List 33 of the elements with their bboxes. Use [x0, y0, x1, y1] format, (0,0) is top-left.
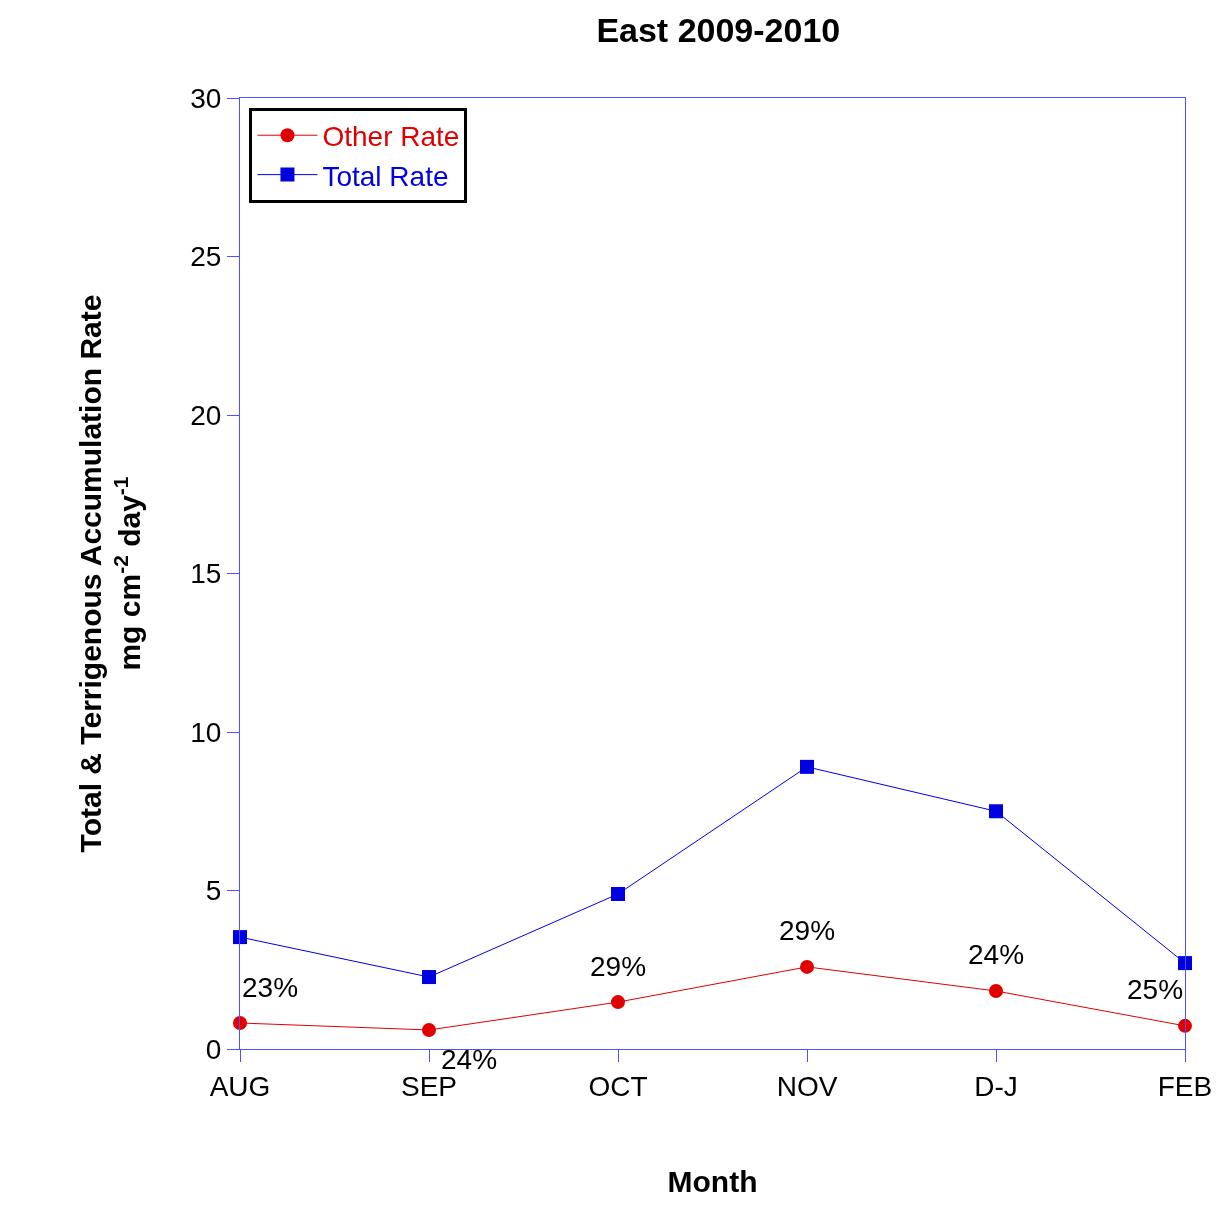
- x-tick-label: OCT: [588, 1070, 648, 1102]
- annotation: 29%: [779, 915, 836, 946]
- y-tick-label: 25: [190, 241, 222, 273]
- point: [1178, 956, 1192, 971]
- x-tick-label: AUG: [209, 1070, 271, 1102]
- point: [233, 930, 247, 945]
- point: [233, 1016, 247, 1030]
- point: [800, 759, 814, 774]
- point: [1178, 1018, 1192, 1033]
- annotation: 25%: [1127, 974, 1184, 1005]
- y-tick-label: 15: [190, 558, 222, 590]
- point: [611, 995, 625, 1010]
- annotation: 23%: [242, 972, 299, 1003]
- point: [989, 983, 1003, 998]
- legend-label: Other Rate: [322, 121, 460, 153]
- y-tick-label: 10: [190, 716, 222, 748]
- point: [422, 1022, 436, 1037]
- chart-title: East 2009-2010: [596, 11, 841, 50]
- annotation: 29%: [590, 951, 647, 982]
- annotation: 24%: [968, 939, 1025, 970]
- y-tick-label: 20: [190, 399, 222, 431]
- point: [422, 970, 436, 985]
- y-tick-label: 30: [190, 82, 222, 114]
- y-tick-label: 0: [205, 1033, 222, 1065]
- point: [611, 886, 625, 901]
- x-tick-label: D-J: [974, 1070, 1018, 1102]
- point: [989, 804, 1003, 819]
- point: [800, 959, 814, 974]
- x-tick-label: NOV: [776, 1070, 838, 1102]
- x-tick-label: FEB: [1157, 1070, 1213, 1102]
- legend-label: Total Rate: [322, 160, 449, 192]
- y-tick-label: 5: [205, 875, 222, 907]
- x-axis-title: Month: [667, 1165, 758, 1199]
